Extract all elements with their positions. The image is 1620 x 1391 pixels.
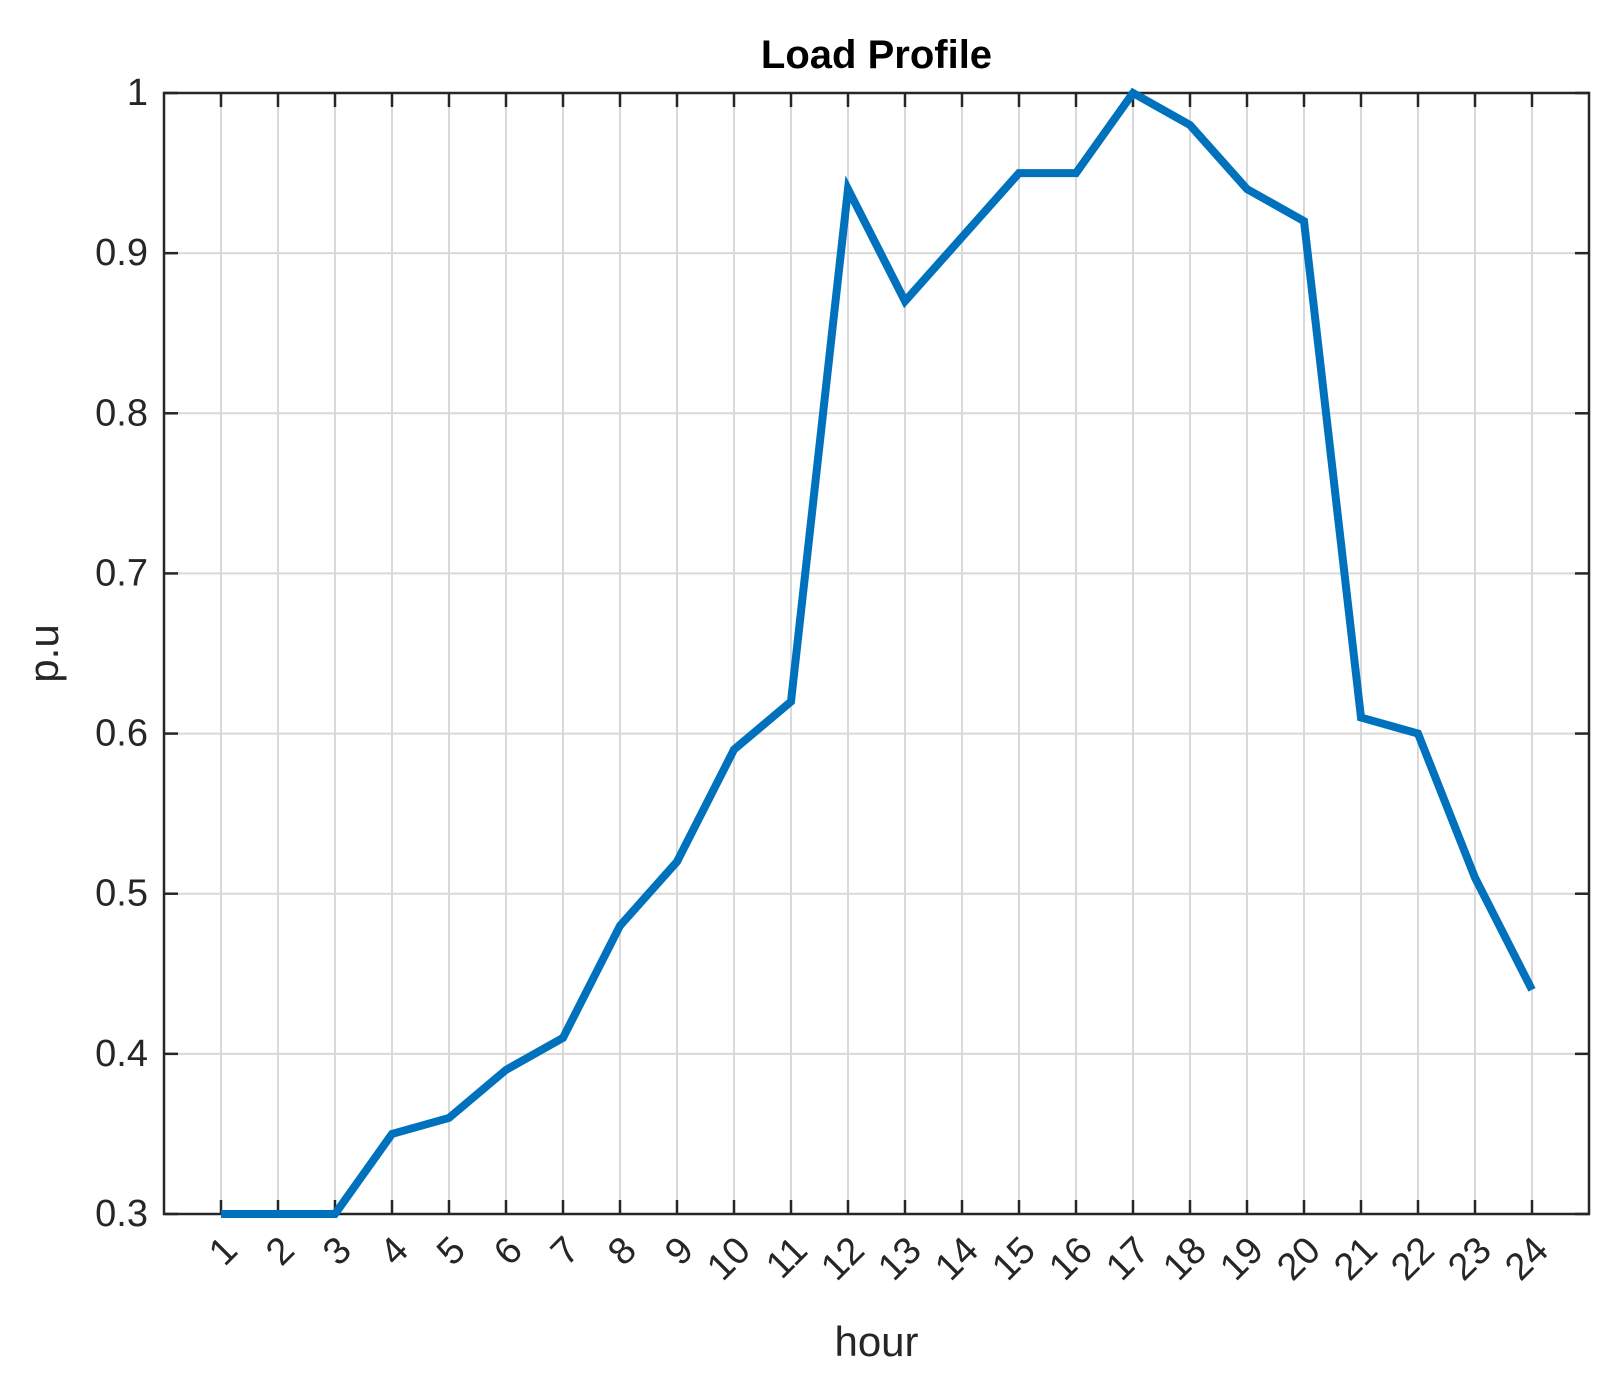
x-tick-label: 12 <box>813 1229 873 1289</box>
series-layer <box>221 87 1536 1218</box>
series-line <box>221 87 1536 1218</box>
y-tick-label: 0.9 <box>95 232 148 274</box>
x-tick-label: 3 <box>315 1229 360 1274</box>
y-tick-label: 0.8 <box>95 392 148 434</box>
x-tick-label: 11 <box>758 1229 816 1287</box>
plot-frame <box>162 91 1591 1216</box>
x-tick-label: 2 <box>258 1229 303 1274</box>
y-tick-label: 0.7 <box>95 552 148 594</box>
x-tick-label: 17 <box>1098 1229 1158 1289</box>
x-tick-label: 5 <box>429 1229 474 1274</box>
x-tick-label: 9 <box>657 1229 702 1274</box>
x-tick-label: 6 <box>486 1229 531 1274</box>
grid <box>164 92 1589 1215</box>
x-axis-label: hour <box>834 1318 918 1365</box>
y-tick-label: 1 <box>127 72 148 114</box>
x-tick-label: 22 <box>1383 1229 1443 1289</box>
y-tick-label: 0.4 <box>95 1033 148 1075</box>
y-tick-label: 0.3 <box>95 1193 148 1235</box>
y-tick-label: 0.6 <box>95 713 148 755</box>
x-tick-label: 1 <box>201 1229 246 1274</box>
x-tick-label: 8 <box>600 1229 645 1274</box>
x-tick-label: 13 <box>870 1229 930 1289</box>
x-tick-label: 21 <box>1326 1229 1386 1289</box>
x-tick-label: 23 <box>1440 1229 1500 1289</box>
x-tick-label: 14 <box>927 1229 987 1289</box>
x-tick-label: 10 <box>699 1229 759 1289</box>
x-tick-label: 7 <box>543 1229 588 1274</box>
y-axis-label: p.u <box>20 624 67 682</box>
x-tick-label: 24 <box>1497 1229 1557 1289</box>
y-tick-labels: 0.3 0.4 0.5 0.6 0.7 0.8 0.9 1 <box>95 72 148 1235</box>
x-tick-label: 18 <box>1155 1229 1215 1289</box>
x-tick-label: 19 <box>1212 1229 1272 1289</box>
x-tick-label: 4 <box>372 1229 417 1274</box>
chart-title: Load Profile <box>761 33 992 77</box>
x-tick-label: 16 <box>1041 1229 1101 1289</box>
y-tick-label: 0.5 <box>95 873 148 915</box>
x-tick-label: 15 <box>984 1229 1044 1289</box>
x-tick-label: 20 <box>1269 1229 1329 1289</box>
axis-ticks <box>164 91 1589 1216</box>
